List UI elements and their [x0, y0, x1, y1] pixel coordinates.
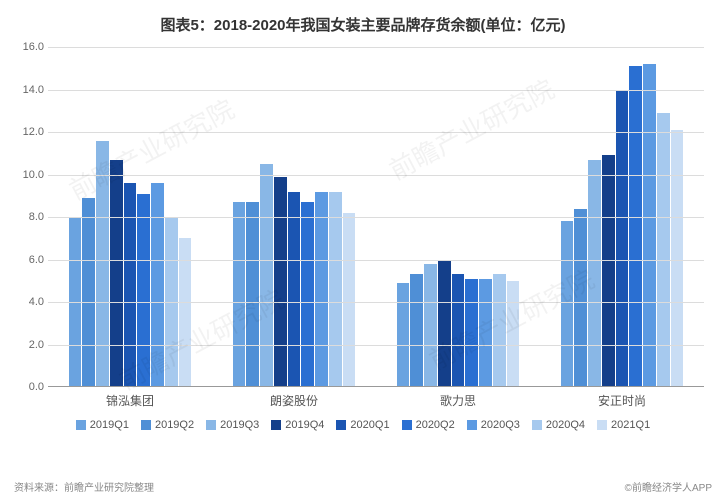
legend-swatch: [76, 420, 86, 430]
bar: [671, 130, 684, 387]
bar: [438, 260, 451, 388]
legend-label: 2020Q3: [481, 419, 520, 431]
legend-label: 2021Q1: [611, 419, 650, 431]
bar: [179, 238, 192, 387]
y-tick-label: 12.0: [14, 126, 44, 138]
grid-line: [48, 302, 704, 303]
y-tick-label: 14.0: [14, 84, 44, 96]
y-tick-label: 0.0: [14, 381, 44, 393]
bar: [643, 64, 656, 387]
legend-item: 2019Q3: [206, 415, 259, 435]
bar: [479, 279, 492, 387]
legend-swatch: [141, 420, 151, 430]
bar: [288, 192, 301, 388]
legend-label: 2020Q2: [416, 419, 455, 431]
grid-line: [48, 47, 704, 48]
y-tick-label: 8.0: [14, 211, 44, 223]
legend-swatch: [402, 420, 412, 430]
x-tick-label: 朗姿股份: [270, 392, 318, 409]
bar: [397, 283, 410, 387]
bar: [507, 281, 520, 387]
legend-label: 2019Q3: [220, 419, 259, 431]
bar: [329, 192, 342, 388]
bar: [410, 274, 423, 387]
x-tick-label: 安正时尚: [598, 392, 646, 409]
legend-item: 2020Q3: [467, 415, 520, 435]
plot-area: 0.02.04.06.08.010.012.014.016.0锦泓集团朗姿股份歌…: [48, 47, 704, 387]
bar: [424, 264, 437, 387]
bar: [602, 155, 615, 387]
grid-line: [48, 260, 704, 261]
source-text: 资料来源：前瞻产业研究院整理: [14, 483, 154, 494]
grid-line: [48, 345, 704, 346]
legend-item: 2020Q4: [532, 415, 585, 435]
grid-line: [48, 175, 704, 176]
brand-text: ©前瞻经济学人APP: [625, 479, 712, 494]
bar: [260, 164, 273, 387]
bar: [465, 279, 478, 387]
bar: [274, 177, 287, 387]
legend-item: 2021Q1: [597, 415, 650, 435]
bar: [301, 202, 314, 387]
bar: [616, 90, 629, 388]
legend-item: 2020Q1: [336, 415, 389, 435]
bar: [493, 274, 506, 387]
bar: [96, 141, 109, 388]
legend-label: 2019Q2: [155, 419, 194, 431]
legend-swatch: [467, 420, 477, 430]
bar: [574, 209, 587, 388]
bar: [137, 194, 150, 387]
legend-label: 2020Q4: [546, 419, 585, 431]
bar: [233, 202, 246, 387]
grid-line: [48, 217, 704, 218]
x-tick-label: 锦泓集团: [106, 392, 154, 409]
y-tick-label: 4.0: [14, 296, 44, 308]
legend-item: 2019Q2: [141, 415, 194, 435]
legend-item: 2019Q4: [271, 415, 324, 435]
y-tick-label: 6.0: [14, 254, 44, 266]
bar: [657, 113, 670, 387]
bar: [343, 213, 356, 387]
legend-swatch: [597, 420, 607, 430]
legend-item: 2019Q1: [76, 415, 129, 435]
bar: [246, 202, 259, 387]
footer: 资料来源：前瞻产业研究院整理 ©前瞻经济学人APP: [14, 479, 712, 494]
bar: [124, 183, 137, 387]
legend-swatch: [271, 420, 281, 430]
y-tick-label: 2.0: [14, 339, 44, 351]
chart-container: 0.0 2.0 4.0 6.0 8.0 10.0 12.0 14.0 16.0 锦泓集团 朗姿股份 歌…: [14, 41, 708, 411]
bar: [561, 221, 574, 387]
x-axis-line: [48, 386, 704, 387]
legend: 2019Q1 2019Q2 2019Q3 2019Q4 2020Q1 2020Q2 2020…: [0, 411, 726, 435]
bar: [151, 183, 164, 387]
x-tick-label: 歌力思: [440, 392, 476, 409]
legend-swatch: [336, 420, 346, 430]
legend-swatch: [532, 420, 542, 430]
y-tick-label: 10.0: [14, 169, 44, 181]
grid-line: [48, 132, 704, 133]
grid-line: [48, 90, 704, 91]
chart-title: 图表5：2018-2020年我国女装主要品牌存货余额(单位：亿元): [0, 0, 726, 41]
legend-label: 2020Q1: [350, 419, 389, 431]
bar: [588, 160, 601, 387]
bar: [452, 274, 465, 387]
bar: [110, 160, 123, 387]
bar: [315, 192, 328, 388]
bar: [82, 198, 95, 387]
legend-label: 2019Q1: [90, 419, 129, 431]
bar: [629, 66, 642, 387]
legend-item: 2020Q2: [402, 415, 455, 435]
y-tick-label: 16.0: [14, 41, 44, 53]
legend-swatch: [206, 420, 216, 430]
legend-label: 2019Q4: [285, 419, 324, 431]
